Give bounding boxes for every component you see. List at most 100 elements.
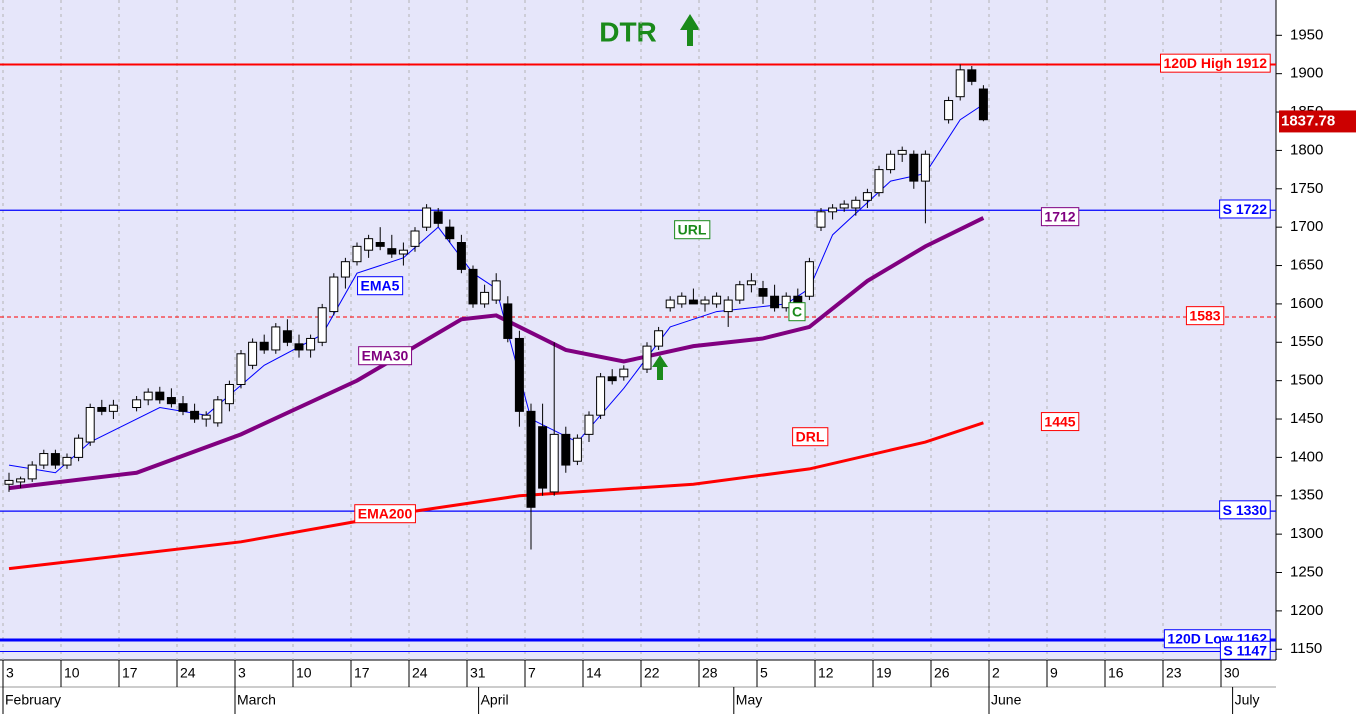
candle-body [433,211,443,224]
annotation-box [792,427,829,447]
level-label-box [1219,640,1271,660]
candle-body [758,288,768,297]
candle-body [665,299,675,309]
candle-body [781,295,791,309]
annotation: URL [678,222,707,238]
y-tick-label: 1950 [1290,26,1323,43]
candle-body [317,307,327,343]
x-tick-label: 23 [1166,665,1182,681]
candle-body [886,153,896,171]
month-label: July [1235,692,1260,708]
x-tick-label: 22 [644,665,660,681]
level-label: S 1147 [1223,642,1267,658]
candle-body [387,248,397,255]
x-tick-label: 10 [296,665,312,681]
candle-body [271,326,281,351]
candle-body [468,268,478,305]
candle-body [340,261,350,278]
candle-body [735,284,745,301]
candle-body [74,437,84,458]
candle-body [410,230,420,247]
candle-body [201,414,211,420]
candle-body [654,330,664,347]
candle-body [874,169,884,194]
candle-body [166,397,176,405]
level-label: 1583 [1189,308,1220,324]
level-label-box [1219,500,1271,520]
y-tick-label: 1650 [1290,257,1323,274]
level-label: S 1330 [1223,502,1268,518]
candle-body [897,149,907,155]
candle-body [143,391,153,401]
candle-body [851,199,861,209]
candle-body [839,203,849,209]
candle-body [236,353,246,385]
candle-body [862,192,872,201]
line-label: EMA5 [361,278,400,294]
ema-line [8,216,985,491]
candle-body [967,69,977,82]
arrow-up [652,355,668,380]
candle-body [248,341,258,366]
x-tick-label: 17 [354,665,370,681]
month-label: April [481,692,509,708]
y-tick-label: 1550 [1290,333,1323,350]
candle-body [224,383,234,405]
x-tick-label: 24 [412,665,428,681]
candle-body [688,299,698,305]
y-tick-label: 1750 [1290,180,1323,197]
x-tick-label: 9 [1050,665,1058,681]
candle-body [16,478,26,483]
chart-title: DTR [599,16,657,47]
price-tag [1279,110,1356,133]
annotation: DRL [796,429,825,445]
candle-body [723,299,733,313]
level-label-box [1160,53,1271,73]
candle-body [294,343,304,351]
y-tick-label: 1400 [1290,448,1323,465]
plot-background [0,0,1276,660]
candle-body [4,479,14,485]
end-label: 1445 [1044,414,1075,430]
candle-body [97,407,107,412]
candle-body [770,295,780,309]
price-tag-label: 1837.78 [1281,112,1335,129]
candle-body [607,376,617,382]
candle-body [491,280,501,301]
candle-body [549,433,559,493]
x-tick-label: 2 [992,665,1000,681]
x-tick-label: 30 [1224,665,1240,681]
candle-body [572,437,582,462]
candle-body [282,330,292,343]
y-tick-label: 1700 [1290,218,1323,235]
line-label-box [357,276,404,296]
candle-body [364,238,374,251]
x-tick-label: 24 [180,665,196,681]
y-tick-label: 1250 [1290,563,1323,580]
candle-body [804,261,814,297]
candle-body [920,153,930,182]
month-label: June [991,692,1022,708]
candle-body [352,245,362,263]
level-label: S 1722 [1223,201,1268,217]
y-tick-label: 1500 [1290,372,1323,389]
candle-body [213,399,223,424]
line-label: EMA200 [358,506,413,522]
candle-body [596,376,606,416]
level-label: 120D High 1912 [1164,55,1268,71]
month-axis: February March April May June July [2,687,1260,714]
y-tick-label: 1300 [1290,525,1323,542]
candle-body [955,69,965,98]
month-label: March [237,692,276,708]
candle-body [816,211,826,228]
candle-body [561,433,571,466]
annotation: C [792,304,802,320]
candle-body [619,368,629,378]
candle-body [50,453,60,466]
y-tick-label: 1900 [1290,65,1323,82]
candle-body [190,410,200,420]
candle-body [503,303,513,339]
x-tick-label: 7 [528,665,536,681]
x-tick-label: 10 [64,665,80,681]
